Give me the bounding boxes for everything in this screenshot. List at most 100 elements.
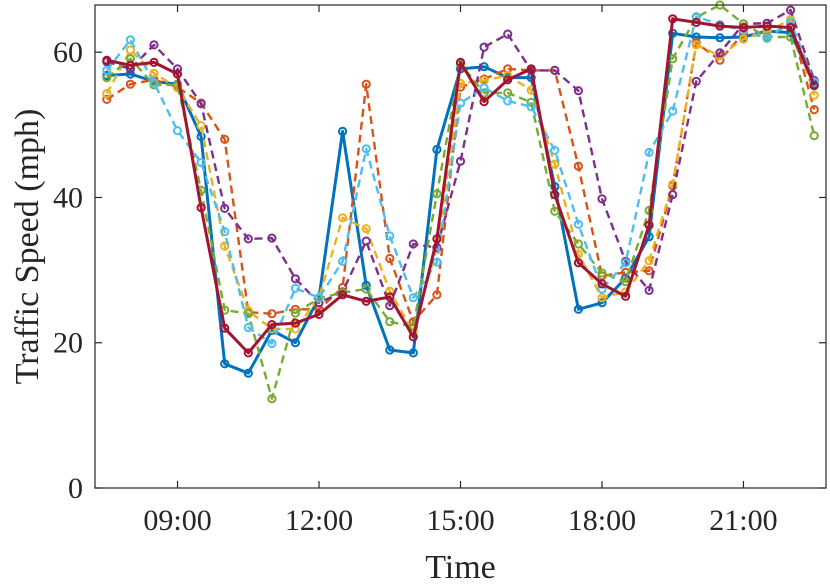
- series-4-point: [691, 76, 701, 86]
- y-axis-title: Traffic Speed (mph): [9, 109, 46, 385]
- x-tick-label: 09:00: [143, 504, 211, 537]
- series-6-point: [172, 126, 183, 136]
- series-7-point: [220, 323, 230, 333]
- series-1-point: [573, 304, 584, 314]
- series-7-point: [243, 348, 253, 358]
- series-3-point: [196, 121, 206, 131]
- series-3-line: [105, 18, 816, 333]
- series-7-point: [149, 57, 159, 68]
- series-7-line: [106, 17, 816, 355]
- series-1-point: [432, 144, 442, 155]
- series-6-point: [503, 96, 513, 106]
- series-4-point: [668, 190, 678, 200]
- series-7-point: [267, 320, 277, 330]
- series-1-point: [361, 280, 371, 290]
- series-5-point: [809, 131, 819, 141]
- series-1-point: [338, 126, 348, 136]
- series-6-point: [196, 158, 206, 168]
- series-6-point: [526, 102, 536, 112]
- series-5-point: [361, 284, 371, 294]
- series-2-point: [267, 309, 277, 319]
- series-1-point: [408, 348, 418, 358]
- series-6-point: [621, 258, 631, 268]
- series-6-point: [149, 78, 159, 88]
- y-tick-label: 20: [53, 327, 83, 360]
- series-6-point: [455, 98, 466, 108]
- series-layer: [102, 0, 819, 404]
- series-7-point: [290, 318, 300, 328]
- series-2-point: [809, 105, 819, 115]
- series-1-point: [715, 33, 725, 43]
- series-7-point: [314, 309, 324, 319]
- series-7-point: [455, 57, 466, 68]
- series-6-point: [361, 144, 371, 154]
- series-5-point: [550, 206, 560, 216]
- series-4-point: [290, 274, 300, 284]
- series-7-point: [691, 17, 701, 27]
- series-4-point: [220, 203, 230, 213]
- series-1-point: [243, 368, 253, 378]
- y-tick-label: 40: [53, 181, 83, 214]
- series-4-point: [243, 234, 253, 244]
- series-2-point: [220, 134, 230, 144]
- series-7-point: [172, 69, 183, 79]
- series-5-point: [573, 239, 584, 249]
- series-7-point: [668, 14, 678, 24]
- series-3-point: [338, 213, 348, 223]
- series-7: [102, 14, 819, 358]
- series-3-point: [597, 293, 607, 303]
- series-5-point: [267, 394, 277, 404]
- series-7-point: [573, 258, 584, 268]
- series-7-point: [809, 81, 819, 91]
- series-7-point: [408, 332, 418, 342]
- series-7-point: [715, 21, 725, 31]
- series-5-point: [432, 189, 442, 199]
- series-4-point: [597, 194, 607, 204]
- series-4-point: [786, 5, 796, 15]
- series-4-point: [196, 99, 206, 109]
- series-5-point: [385, 317, 395, 327]
- series-1-point: [385, 345, 395, 355]
- series-1-point: [220, 359, 230, 369]
- series-6-point: [550, 145, 560, 155]
- series-7-point: [479, 97, 489, 107]
- series-6-point: [243, 322, 253, 333]
- series-6-point: [786, 17, 796, 27]
- series-4-line: [106, 8, 816, 307]
- series-3-point: [809, 90, 819, 100]
- series-7-point: [196, 203, 206, 213]
- series-1-point: [125, 69, 135, 79]
- series-6-point: [762, 33, 772, 44]
- series-7-point: [432, 234, 442, 244]
- series-6-point: [668, 106, 678, 116]
- series-4-point: [267, 233, 277, 243]
- series-7-point: [526, 64, 536, 74]
- x-tick-label: 18:00: [568, 504, 636, 537]
- series-2-point: [361, 79, 371, 89]
- series-2-point: [432, 290, 442, 300]
- series-6-point: [290, 283, 300, 293]
- series-1-point: [290, 338, 300, 348]
- x-tick-label: 12:00: [285, 504, 353, 537]
- series-3-point: [361, 224, 371, 234]
- series-7-point: [361, 296, 371, 306]
- series-4-point: [361, 236, 371, 246]
- series-7-point: [503, 75, 513, 85]
- series-7-point: [786, 22, 796, 33]
- series-1-point: [196, 131, 206, 142]
- series-6-point: [102, 65, 112, 76]
- series-2-point: [385, 253, 395, 264]
- series-5-point: [290, 308, 300, 318]
- series-2-point: [125, 79, 135, 89]
- series-6-point: [479, 83, 489, 93]
- series-4-point: [408, 239, 418, 249]
- series-4-point: [503, 29, 513, 39]
- series-4-point: [455, 156, 466, 166]
- series-3-point: [644, 256, 654, 266]
- series-6-point: [573, 219, 584, 229]
- series-3-point: [290, 324, 300, 334]
- series-7-point: [385, 292, 395, 302]
- series-6-line: [105, 15, 816, 345]
- series-7-point: [338, 290, 348, 300]
- series-3-point: [550, 159, 560, 169]
